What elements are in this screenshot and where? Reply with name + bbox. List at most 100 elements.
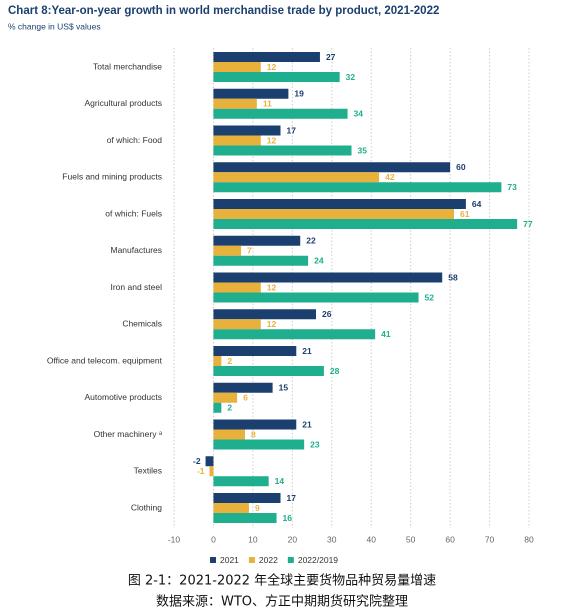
value-label: 2 [227,403,232,413]
value-label: -2 [193,456,201,466]
value-label: 52 [425,292,435,302]
bar [213,366,324,376]
bar [213,235,301,246]
bar [213,135,261,146]
bar [213,108,348,119]
y-tick-label: Textiles [134,466,162,476]
x-tick-label: 40 [366,534,376,544]
y-tick-label: of which: Food [107,135,163,145]
value-label: 11 [263,99,272,109]
bar [213,493,281,503]
value-label: 34 [354,109,364,119]
bar [213,346,297,356]
value-label: 12 [267,319,277,329]
value-label: 28 [330,366,340,376]
bar [213,62,261,72]
bar [209,466,214,477]
bar [213,282,261,293]
value-label: 19 [294,89,304,99]
bar [213,319,261,330]
bar [213,172,380,183]
value-label: 26 [322,309,332,319]
bar [213,292,419,303]
y-tick-label: Other machinery ᵃ [94,429,163,439]
x-tick-label: 20 [288,534,298,544]
value-label: 27 [326,52,336,62]
bar [213,52,320,62]
x-tick-label: 70 [485,534,495,544]
legend-swatch [287,557,294,563]
value-label: 9 [255,503,260,513]
y-tick-label: Manufactures [111,245,163,255]
x-tick-label: 30 [327,534,337,544]
bar [213,429,245,440]
y-tick-label: Total merchandise [93,61,162,71]
bar [213,419,297,430]
value-label: 12 [267,282,277,292]
bar [213,476,269,487]
y-tick-label: Automotive products [85,392,162,402]
y-tick-label: Agricultural products [85,98,162,108]
value-label: 2 [227,356,232,366]
bar [213,125,281,136]
bar [213,182,502,193]
value-label: 16 [283,513,293,523]
value-label: 61 [460,209,470,219]
x-tick-label: 10 [248,534,258,544]
chart-subtitle: % change in US$ values [8,21,101,31]
y-tick-label: of which: Fuels [105,208,162,218]
bar [213,209,455,219]
value-label: 42 [385,172,395,182]
bar [213,392,238,403]
bar [213,402,222,413]
bar [205,456,214,467]
bar [213,329,376,340]
x-tick-label: 60 [445,534,455,544]
chart-title: Chart 8:Year-on-year growth in world mer… [8,5,439,17]
bar [213,88,289,99]
value-label: 22 [306,236,316,246]
bar [213,219,518,229]
value-label: 21 [302,419,312,429]
value-label: 64 [472,199,482,209]
value-label: 17 [287,493,297,503]
value-label: 58 [448,272,458,282]
value-label: 6 [243,393,248,403]
bar [213,162,451,173]
value-label: 24 [314,256,324,266]
bar [213,309,316,320]
value-label: 12 [267,135,277,145]
value-label: 8 [251,429,256,439]
value-label: 35 [358,145,368,155]
value-label: 73 [507,182,517,192]
bar [213,272,443,283]
y-tick-label: Chemicals [122,319,162,329]
bar [213,72,340,82]
bar [213,255,309,266]
x-tick-label: 80 [524,534,534,544]
bar [213,382,273,393]
legend-label: 2022/2019 [298,555,338,565]
legend-swatch [210,557,216,563]
value-label: 15 [279,383,289,393]
x-tick-label: -10 [168,534,181,544]
x-tick-label: 50 [406,534,416,544]
bar [213,199,466,209]
bar [213,98,257,109]
value-label: 77 [523,219,533,229]
legend-label: 2022 [259,555,278,565]
y-tick-label: Iron and steel [110,282,162,292]
y-tick-label: Office and telecom. equipment [47,355,163,365]
bar [213,356,222,366]
value-label: 41 [381,329,391,339]
bar [213,145,352,156]
legend-swatch [248,557,255,563]
value-label: 60 [456,162,466,172]
caption: 数据来源：WTO、方正中期期货研究院整理 [156,594,408,610]
value-label: -1 [197,466,205,476]
value-label: 7 [247,246,252,256]
y-tick-label: Clothing [131,502,162,512]
bar [213,439,305,450]
value-label: 17 [287,125,297,135]
